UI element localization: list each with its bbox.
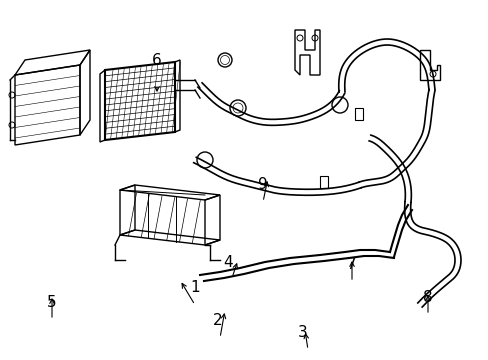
Text: 6: 6 (152, 53, 162, 68)
Text: 4: 4 (223, 255, 232, 270)
Text: 7: 7 (346, 257, 356, 272)
Text: 1: 1 (190, 280, 200, 295)
Text: 9: 9 (258, 177, 267, 192)
Text: 5: 5 (47, 295, 57, 310)
Bar (354, 108, 362, 120)
Bar (319, 176, 327, 188)
Text: 2: 2 (213, 313, 223, 328)
Text: 3: 3 (298, 325, 307, 340)
Text: 8: 8 (422, 290, 432, 305)
